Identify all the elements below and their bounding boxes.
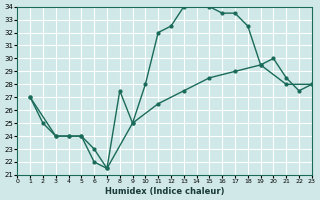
X-axis label: Humidex (Indice chaleur): Humidex (Indice chaleur): [105, 187, 224, 196]
